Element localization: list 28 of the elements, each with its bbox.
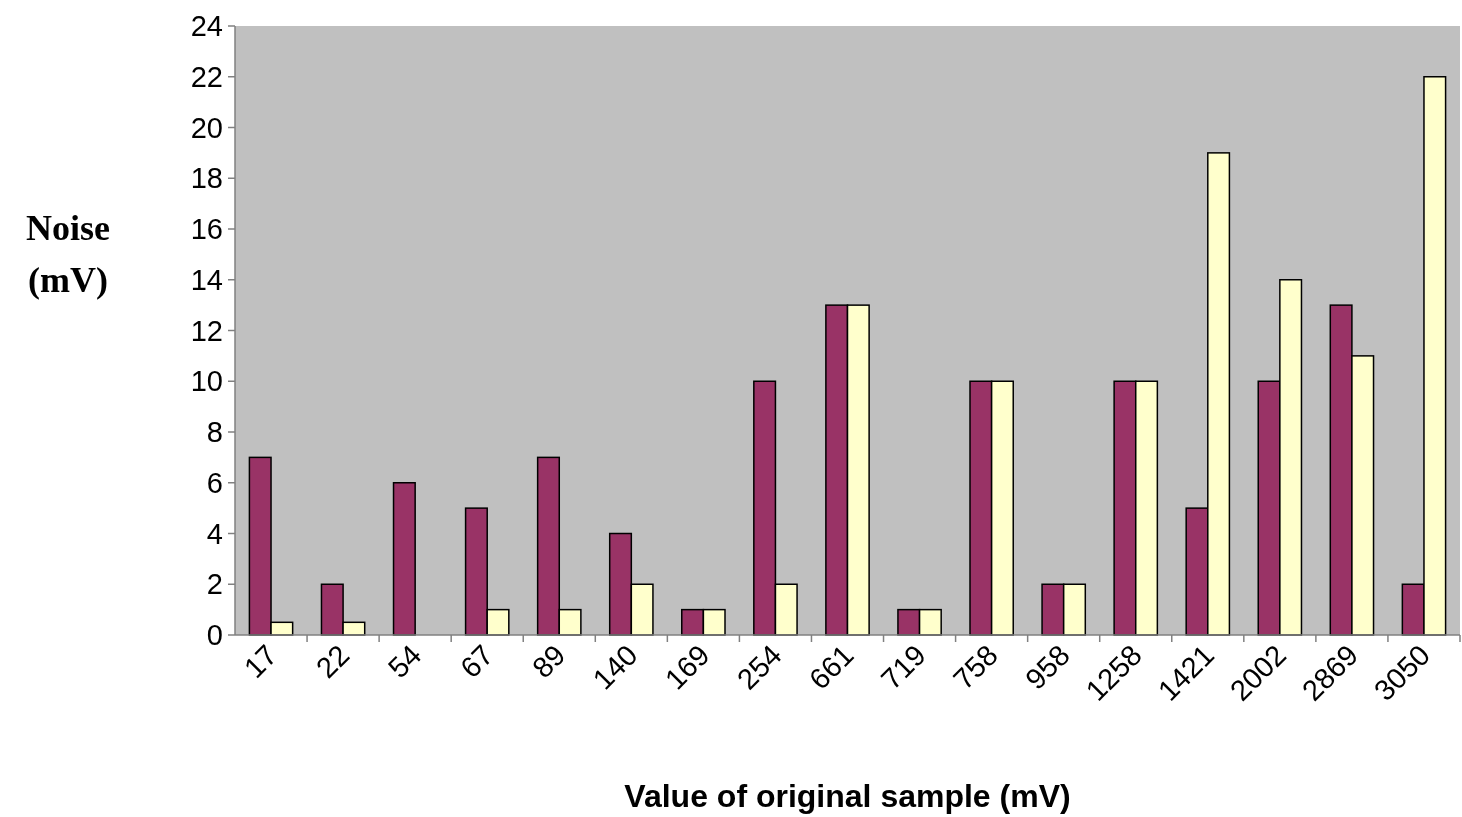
x-tick-label: 254 [730, 638, 788, 696]
y-tick-label: 2 [206, 568, 223, 601]
y-tick-label: 14 [190, 263, 223, 296]
y-tick-label: 20 [190, 111, 223, 144]
x-tick-label: 719 [874, 638, 932, 696]
x-axis-title: Value of original sample (mV) [624, 778, 1071, 814]
x-tick-label: 958 [1019, 638, 1076, 696]
x-tick-label: 169 [658, 638, 716, 696]
x-tick-label: 54 [381, 638, 428, 685]
y-tick-label: 4 [206, 517, 223, 550]
y-tick-label: 16 [190, 213, 223, 246]
y-tick-label: 12 [190, 314, 223, 347]
y-tick-label: 8 [206, 416, 223, 449]
y-tick-label: 24 [190, 10, 223, 43]
bar [392, 482, 416, 636]
y-tick-label: 10 [190, 365, 223, 398]
x-tick-label: 140 [586, 638, 644, 696]
x-tick-label: 67 [454, 638, 500, 685]
y-axis-title: Noise (mV) [26, 208, 111, 300]
y-tick-label: 0 [206, 619, 223, 652]
x-tick-label: 89 [526, 638, 572, 685]
y-tick-label: 6 [206, 466, 223, 499]
y-tick-label: 18 [190, 162, 223, 195]
x-tick-label: 17 [237, 638, 284, 685]
x-tick-label: 758 [947, 638, 1004, 696]
x-tick-label: 661 [802, 638, 860, 696]
y-tick-label: 22 [190, 60, 223, 93]
x-tick-label: 22 [309, 638, 356, 685]
